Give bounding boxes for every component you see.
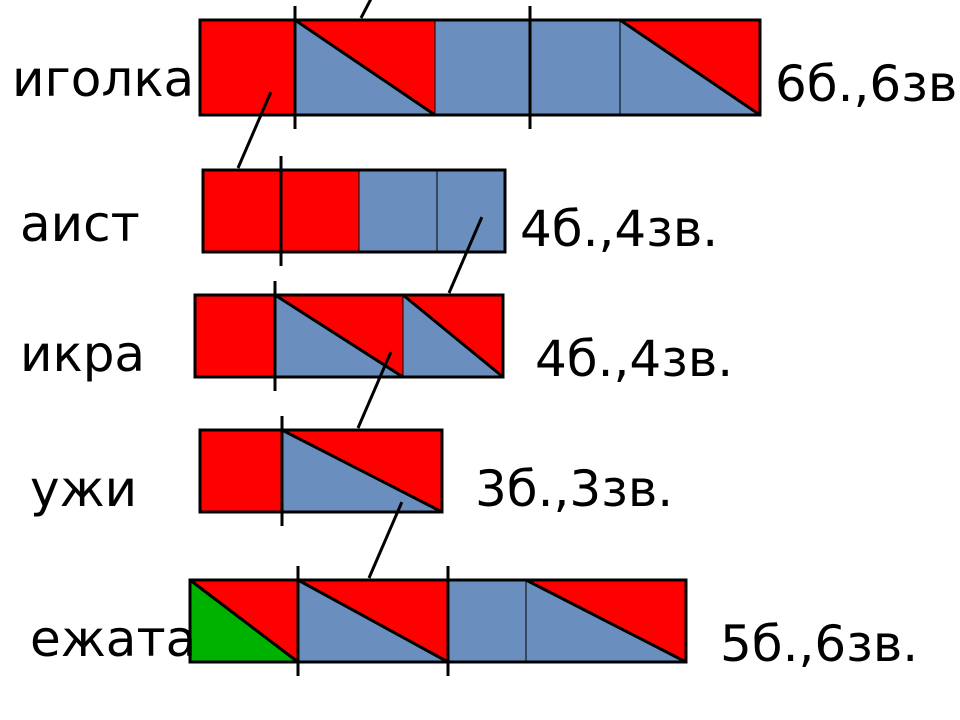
word-label: ужи bbox=[30, 460, 137, 518]
word-label: аист bbox=[20, 195, 140, 253]
word-label: икра bbox=[20, 325, 145, 383]
diagram-stage: иголка 6б.,6зв. аист 4б.,4зв. икра 4б.,4зв. уж… bbox=[0, 0, 960, 720]
sound-cell bbox=[448, 580, 526, 662]
sound-cell bbox=[203, 170, 281, 252]
count-label: 4б.,4зв. bbox=[520, 200, 718, 258]
sound-cell bbox=[195, 295, 275, 377]
sound-cell bbox=[200, 430, 282, 512]
sound-cell bbox=[359, 170, 437, 252]
count-label: 5б.,6зв. bbox=[720, 615, 918, 673]
sound-cell bbox=[281, 170, 359, 252]
count-label: 6б.,6зв. bbox=[775, 55, 960, 113]
sound-cell bbox=[530, 20, 620, 115]
word-label: иголка bbox=[12, 50, 194, 108]
count-label: 4б.,4зв. bbox=[535, 330, 733, 388]
stress-mark bbox=[361, 0, 376, 18]
sound-cell bbox=[435, 20, 530, 115]
count-label: 3б.,3зв. bbox=[475, 460, 673, 518]
sound-cell bbox=[200, 20, 295, 115]
word-label: ежата bbox=[30, 610, 196, 668]
